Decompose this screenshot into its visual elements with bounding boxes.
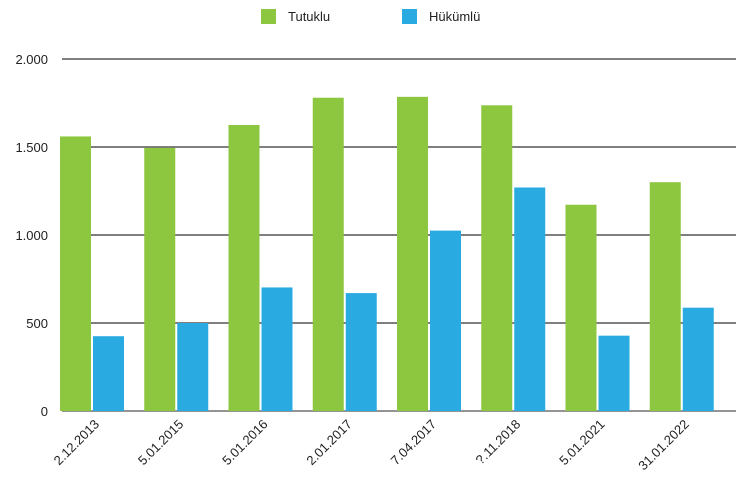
x-tick-label: 5.01.2015 [135, 417, 187, 469]
bar-hukumlu [177, 323, 209, 411]
bar-hukumlu [345, 293, 377, 411]
legend-label: Hükümlü [429, 9, 480, 24]
bar-tutuklu [481, 105, 513, 412]
y-tick-label: 1.000 [15, 228, 48, 243]
y-tick-label: 2.000 [15, 52, 48, 67]
bar-hukumlu [598, 335, 630, 411]
bar-tutuklu [144, 147, 176, 411]
bar-tutuklu [312, 97, 344, 411]
bar-hukumlu [261, 287, 293, 411]
y-axis: 0 500 1.000 1.500 2.000 [15, 52, 48, 419]
legend-swatch [261, 9, 276, 24]
bar-hukumlu [682, 307, 714, 411]
bar-hukumlu [93, 336, 124, 411]
bar-tutuklu [649, 182, 681, 411]
x-tick-label: 5.01.2016 [219, 417, 271, 469]
y-tick-label: 1.500 [15, 140, 48, 155]
bar-tutuklu [60, 136, 91, 411]
bar-tutuklu [397, 96, 428, 411]
x-tick-label: 5.01.2021 [556, 417, 608, 469]
legend-label: Tutuklu [288, 9, 330, 24]
x-axis: 2.12.2013 5.01.2015 5.01.2016 2.01.2017 7.04… [51, 417, 692, 474]
x-tick-label: 2.12.2013 [51, 417, 103, 469]
bar-hukumlu [430, 230, 461, 411]
x-tick-label: 31.01.2022 [635, 417, 692, 474]
bars [60, 96, 714, 412]
bar-hukumlu [514, 187, 546, 411]
y-tick-label: 500 [26, 316, 48, 331]
x-tick-label: 2.01.2017 [303, 417, 355, 469]
bar-tutuklu [228, 125, 260, 411]
y-tick-label: 0 [41, 404, 48, 419]
bar-tutuklu [565, 204, 597, 411]
x-tick-label: ?.11.2018 [473, 417, 524, 468]
legend: Tutuklu Hükümlü [261, 9, 480, 24]
x-tick-label: 7.04.2017 [388, 417, 440, 469]
legend-swatch [402, 9, 417, 24]
